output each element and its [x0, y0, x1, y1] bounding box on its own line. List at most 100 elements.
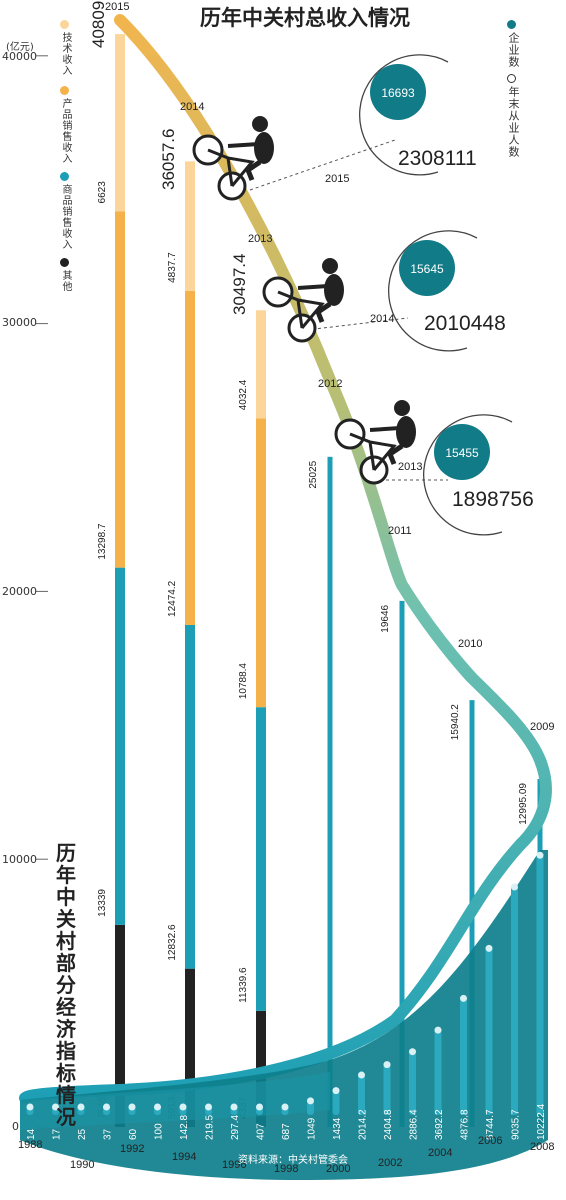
bike-frame: [207, 148, 255, 187]
early-year-value-label: 17: [52, 1128, 63, 1140]
x-axis-year-label: 1994: [172, 1151, 196, 1163]
early-year-bar-cap: [256, 1103, 263, 1111]
early-year-bar: [434, 1028, 442, 1115]
callout-ring: [359, 54, 449, 176]
early-year-bar-cap: [307, 1097, 314, 1105]
early-year-value-label: 60: [128, 1128, 139, 1140]
early-year-bar-cap: [77, 1103, 85, 1111]
callout-year-label: 2013: [398, 461, 422, 473]
legend-dot-icon: [60, 86, 69, 95]
early-year-value-label: 2886.4: [409, 1109, 420, 1140]
early-year-value-label: 37: [103, 1128, 114, 1140]
bar-segment-2014-0: [185, 968, 195, 1127]
bar-segment-label: 4837.7: [167, 252, 178, 283]
early-year-bar: [409, 1049, 416, 1115]
bike-frame: [277, 290, 325, 329]
callout-enterprise-label: 15645: [410, 262, 444, 276]
y-tick-label: 0: [12, 1120, 19, 1133]
bar-segment-label: 4032.4: [238, 379, 249, 410]
legend-dot-icon: [60, 172, 69, 181]
bar-segment-2015-2: [115, 211, 125, 568]
early-year-value-label: 10222.4: [536, 1103, 547, 1140]
total-bar-2011: [399, 600, 405, 1127]
legend-label: 年末从业人数: [507, 86, 520, 158]
rider-body: [324, 274, 344, 306]
total-bar-label: 19646: [380, 604, 391, 632]
bar-segment-2013-2: [256, 418, 266, 708]
curve-year-label: 2015: [105, 1, 129, 13]
bar-segment-2013-3: [256, 310, 266, 419]
rider-head: [322, 258, 338, 274]
legend-dot-icon: [60, 20, 69, 29]
early-year-value-label: 297.4: [230, 1115, 241, 1140]
early-year-bar-cap: [332, 1087, 340, 1095]
callout-enterprise-circle: [434, 424, 490, 480]
bar-total-label: 36057.6: [159, 129, 178, 190]
early-year-value-label: 2404.8: [383, 1109, 394, 1140]
curve-year-label: 2012: [318, 378, 342, 390]
cyclist-icon: [262, 258, 344, 343]
early-year-bar-cap: [154, 1103, 161, 1111]
early-year-value-label: 142.8: [179, 1115, 190, 1140]
total-bar-label: 15940.2: [450, 704, 461, 741]
early-year-bar-cap: [383, 1061, 391, 1069]
rider-head: [394, 400, 410, 416]
chart-title: 历年中关村总收入情况: [200, 6, 410, 30]
bar-segment-2014-2: [185, 290, 195, 625]
early-year-value-label: 687: [281, 1123, 292, 1140]
bar-segment-label: 12832.6: [167, 924, 178, 961]
bar-segment-2014-1: [185, 624, 195, 969]
bar-segment-label: 11339.6: [238, 967, 249, 1003]
rider-arm: [227, 142, 259, 148]
early-year-bar-cap: [434, 1026, 442, 1034]
early-year-bar-cap: [52, 1103, 59, 1111]
rider-body: [396, 416, 416, 448]
bar-segment-label: 10788.4: [238, 663, 249, 700]
source-note: 资料来源：中关村管委会: [238, 1155, 348, 1166]
bar-segment-label: 13298.7: [97, 523, 108, 560]
rider-arm: [369, 426, 401, 432]
curve-year-label: 2014: [180, 101, 204, 113]
rider-leg: [244, 159, 262, 181]
early-year-bar: [460, 996, 467, 1115]
callout-ring: [388, 230, 478, 352]
callout-employee-label: 2010448: [424, 312, 506, 335]
x-axis-year-label: 1998: [274, 1163, 298, 1175]
callout-enterprise-circle: [370, 64, 426, 120]
legend-label: 产品销售收入: [60, 98, 71, 164]
early-year-bar: [536, 853, 544, 1115]
cyclist-icon: [192, 116, 274, 201]
callout-employee-label: 1898756: [452, 488, 534, 511]
early-year-bar: [332, 1088, 340, 1115]
bar-segment-label: 12474.2: [167, 580, 178, 617]
early-year-value-label: 3692.2: [434, 1109, 445, 1140]
legend-item-other: 其他: [58, 258, 73, 292]
legend-item-tech: 技术收入: [58, 20, 73, 76]
chart-vertical-subtitle: 历年中关村部分经济指标情况: [56, 841, 76, 1129]
x-axis-year-label: 1990: [70, 1159, 94, 1171]
bar-segment-2014-3: [185, 161, 195, 291]
early-year-bar-cap: [536, 851, 544, 859]
curve-year-label: 2011: [388, 525, 412, 537]
y-tick-label: 10000: [2, 853, 37, 866]
early-year-bar: [383, 1062, 391, 1115]
early-year-bar: [485, 946, 493, 1115]
x-axis-year-label: 2006: [478, 1135, 502, 1147]
total-income-curve: [19, 14, 552, 1104]
early-year-value-label: 1049: [307, 1117, 318, 1140]
early-year-bar-cap: [358, 1071, 365, 1079]
early-year-value-label: 219.5: [205, 1115, 216, 1140]
early-year-bar-cap: [230, 1103, 238, 1111]
callout-year-label: 2014: [370, 313, 394, 325]
early-year-bar-cap: [281, 1103, 289, 1111]
early-year-bar-cap: [103, 1103, 110, 1111]
bar-segment-2015-0: [115, 924, 125, 1127]
callout-enterprise-label: 16693: [381, 86, 415, 100]
curve-year-label: 2013: [248, 233, 272, 245]
early-year-bar-cap: [179, 1103, 187, 1111]
early-year-value-label: 1434: [332, 1117, 343, 1140]
bar-segment-label: 13339: [97, 889, 108, 917]
y-tick-label: 30000: [2, 316, 37, 329]
y-axis-unit: (亿元): [6, 42, 34, 53]
total-bar-2012: [327, 456, 333, 1127]
